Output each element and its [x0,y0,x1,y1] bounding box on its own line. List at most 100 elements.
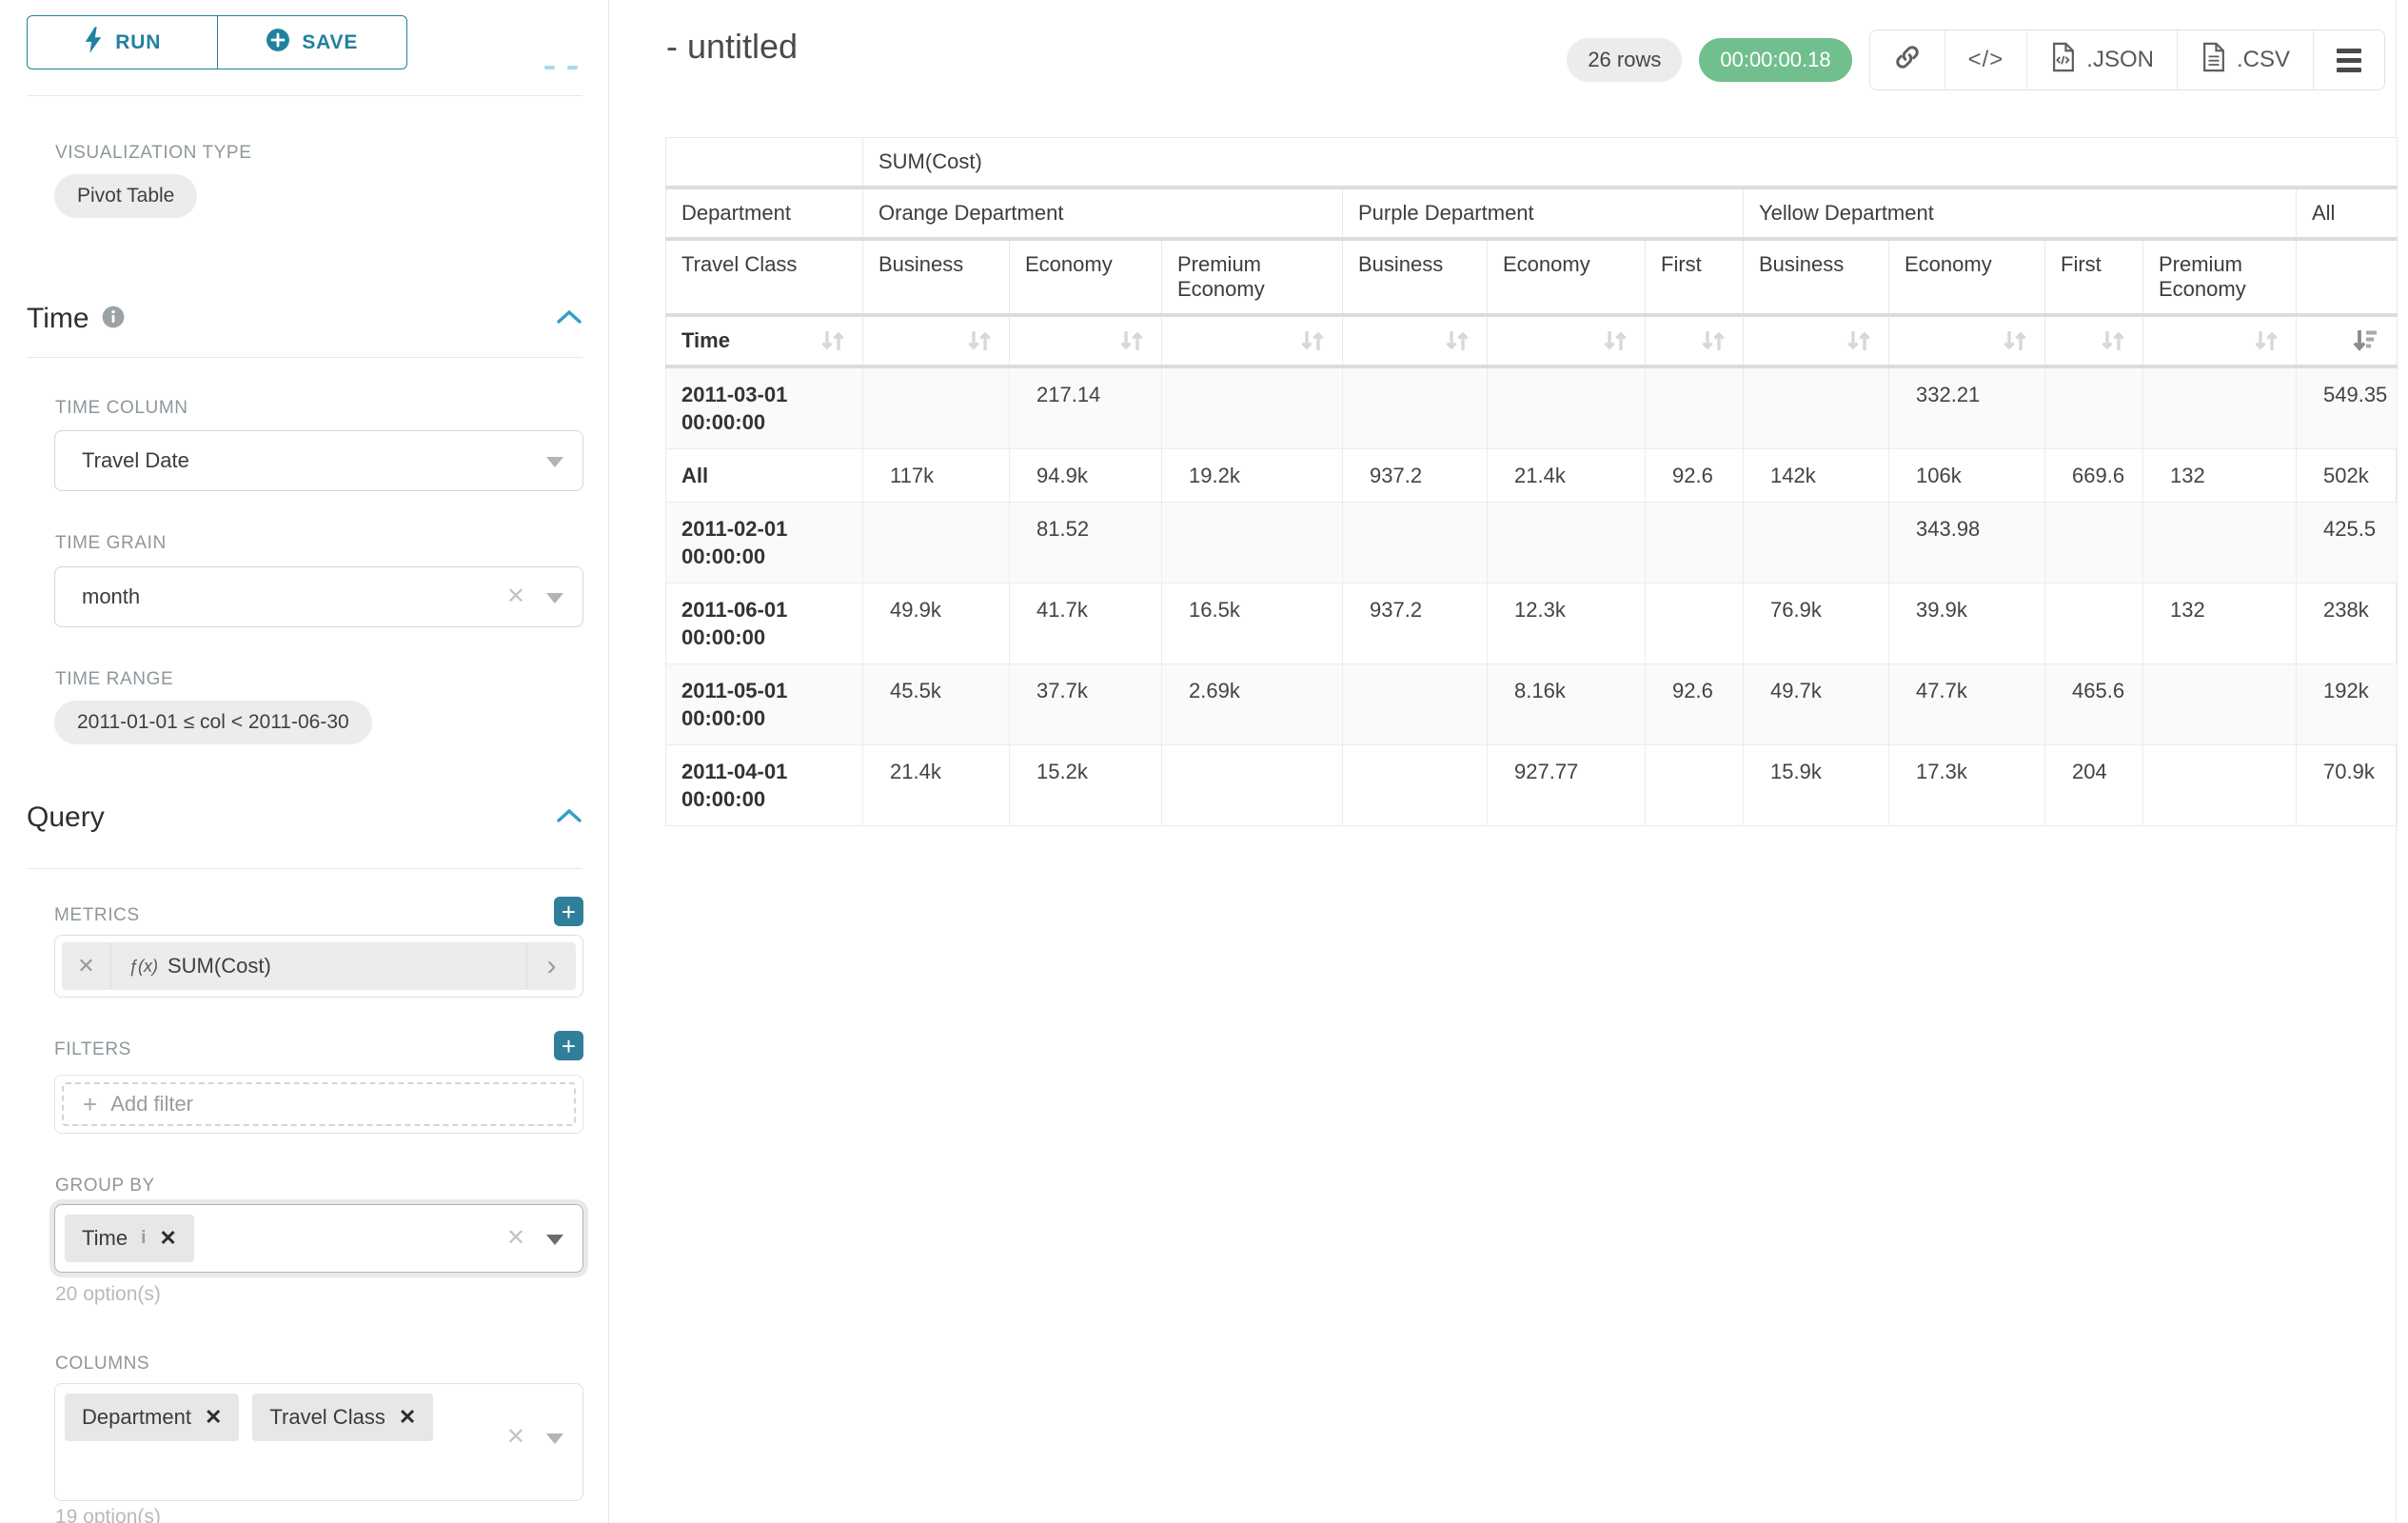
column-sort-header[interactable] [1343,315,1488,366]
travel-class-header: First [1646,239,1744,315]
clipped-control-dash-icon [567,66,578,69]
group-by-option-count: 20 option(s) [55,1283,161,1306]
export-csv-label: .CSV [2237,47,2290,73]
export-csv-button[interactable]: .CSV [2177,30,2313,89]
remove-pill-icon[interactable]: ✕ [399,1405,416,1430]
column-sort-header[interactable] [2297,315,2398,366]
dimension-pill[interactable]: Department✕ [65,1394,239,1441]
department-group-header: Purple Department [1343,188,1744,239]
sort-desc-icon[interactable] [2351,326,2381,355]
value-cell [2045,503,2143,583]
value-cell [1162,503,1343,583]
dimension-pill[interactable]: Travel Class✕ [252,1394,433,1441]
value-cell [1646,366,1744,449]
add-filter-plus-button[interactable]: + [554,1031,583,1060]
value-cell: 12.3k [1488,583,1646,664]
value-cell: 549.35 [2297,366,2398,449]
value-cell [2143,503,2297,583]
row-count-badge: 26 rows [1567,38,1682,82]
clear-icon[interactable]: ✕ [506,585,525,608]
time-range-value[interactable]: 2011-01-01 ≤ col < 2011-06-30 [54,701,372,744]
divider [27,868,582,869]
time-row-dimension-label: Time [681,328,730,353]
collapse-chevron-icon[interactable] [556,807,582,829]
sort-icon[interactable] [965,326,994,355]
dimension-pill[interactable]: Timei✕ [65,1215,194,1262]
value-cell: 92.6 [1646,664,1744,745]
value-cell [1646,745,1744,826]
run-button[interactable]: RUN [28,16,217,69]
sort-icon[interactable] [1298,326,1327,355]
value-cell [1162,745,1343,826]
sort-icon[interactable] [2099,326,2127,355]
dimension-pill-label: Time [82,1226,128,1251]
chevron-down-icon[interactable] [546,593,563,603]
columns-select[interactable]: Department✕ Travel Class✕ ✕ [54,1383,583,1501]
value-cell: 238k [2297,583,2398,664]
time-grain-select[interactable]: month ✕ [54,566,583,627]
column-sort-header[interactable] [1889,315,2045,366]
value-cell: 192k [2297,664,2398,745]
sort-icon[interactable] [2001,326,2029,355]
time-column-select[interactable]: Travel Date [54,430,583,491]
chevron-right-icon[interactable]: › [526,942,576,990]
table-row: All117k94.9k19.2k937.221.4k92.6142k106k6… [666,449,2398,503]
metric-value: SUM(Cost) [168,954,271,979]
remove-pill-icon[interactable]: ✕ [205,1405,222,1430]
travel-class-header: Economy [1889,239,2045,315]
column-sort-header[interactable] [863,315,1010,366]
value-cell: 425.5 [2297,503,2398,583]
value-cell [863,503,1010,583]
save-button[interactable]: SAVE [217,16,407,69]
chevron-down-icon[interactable] [546,1434,563,1444]
add-metric-button[interactable]: + [554,897,583,926]
travel-class-header [2297,239,2398,315]
metric-pill[interactable]: ✕ ƒ(x) SUM(Cost) › [62,942,576,990]
department-dimension-label: Department [666,188,863,239]
value-cell: 465.6 [2045,664,2143,745]
visualization-type-value[interactable]: Pivot Table [54,174,197,218]
time-section-title: Time [27,303,89,335]
travel-class-header: Economy [1010,239,1162,315]
sort-icon[interactable] [1117,326,1146,355]
value-cell: 16.5k [1162,583,1343,664]
time-sort-header[interactable]: Time [666,315,863,366]
clear-icon[interactable]: ✕ [506,1426,525,1449]
view-query-button[interactable]: </> [1944,30,2027,89]
travel-class-header: Business [1343,239,1488,315]
column-sort-header[interactable] [1488,315,1646,366]
chevron-down-icon[interactable] [546,457,563,467]
column-sort-header[interactable] [2045,315,2143,366]
column-sort-header[interactable] [1010,315,1162,366]
sort-icon[interactable] [1845,326,1873,355]
add-filter-button[interactable]: + Add filter [62,1082,576,1126]
export-json-button[interactable]: .JSON [2026,30,2177,89]
column-sort-header[interactable] [1162,315,1343,366]
column-sort-header[interactable] [1744,315,1889,366]
department-group-header: Orange Department [863,188,1343,239]
group-by-select[interactable]: Timei✕ ✕ [54,1204,583,1273]
pivot-corner-cell [666,138,863,188]
value-cell [1343,664,1488,745]
time-column-value: Travel Date [55,448,189,473]
sort-icon[interactable] [2252,326,2280,355]
column-sort-header[interactable] [1646,315,1744,366]
run-save-button-group: RUN SAVE [27,15,407,69]
sort-icon[interactable] [1601,326,1629,355]
time-grain-value: month [55,584,140,609]
sort-icon[interactable] [819,326,847,355]
collapse-chevron-icon[interactable] [556,308,582,330]
chevron-down-icon[interactable] [546,1235,563,1245]
value-cell [1488,503,1646,583]
remove-pill-icon[interactable]: ✕ [159,1226,176,1251]
clear-icon[interactable]: ✕ [506,1227,525,1250]
menu-button[interactable] [2313,30,2384,89]
info-icon[interactable] [101,305,126,334]
sort-icon[interactable] [1443,326,1471,355]
share-link-button[interactable] [1870,30,1944,89]
sort-icon[interactable] [1699,326,1727,355]
chart-title[interactable]: - untitled [666,27,798,67]
columns-label: COLUMNS [55,1354,149,1375]
remove-metric-icon[interactable]: ✕ [62,942,111,990]
column-sort-header[interactable] [2143,315,2297,366]
